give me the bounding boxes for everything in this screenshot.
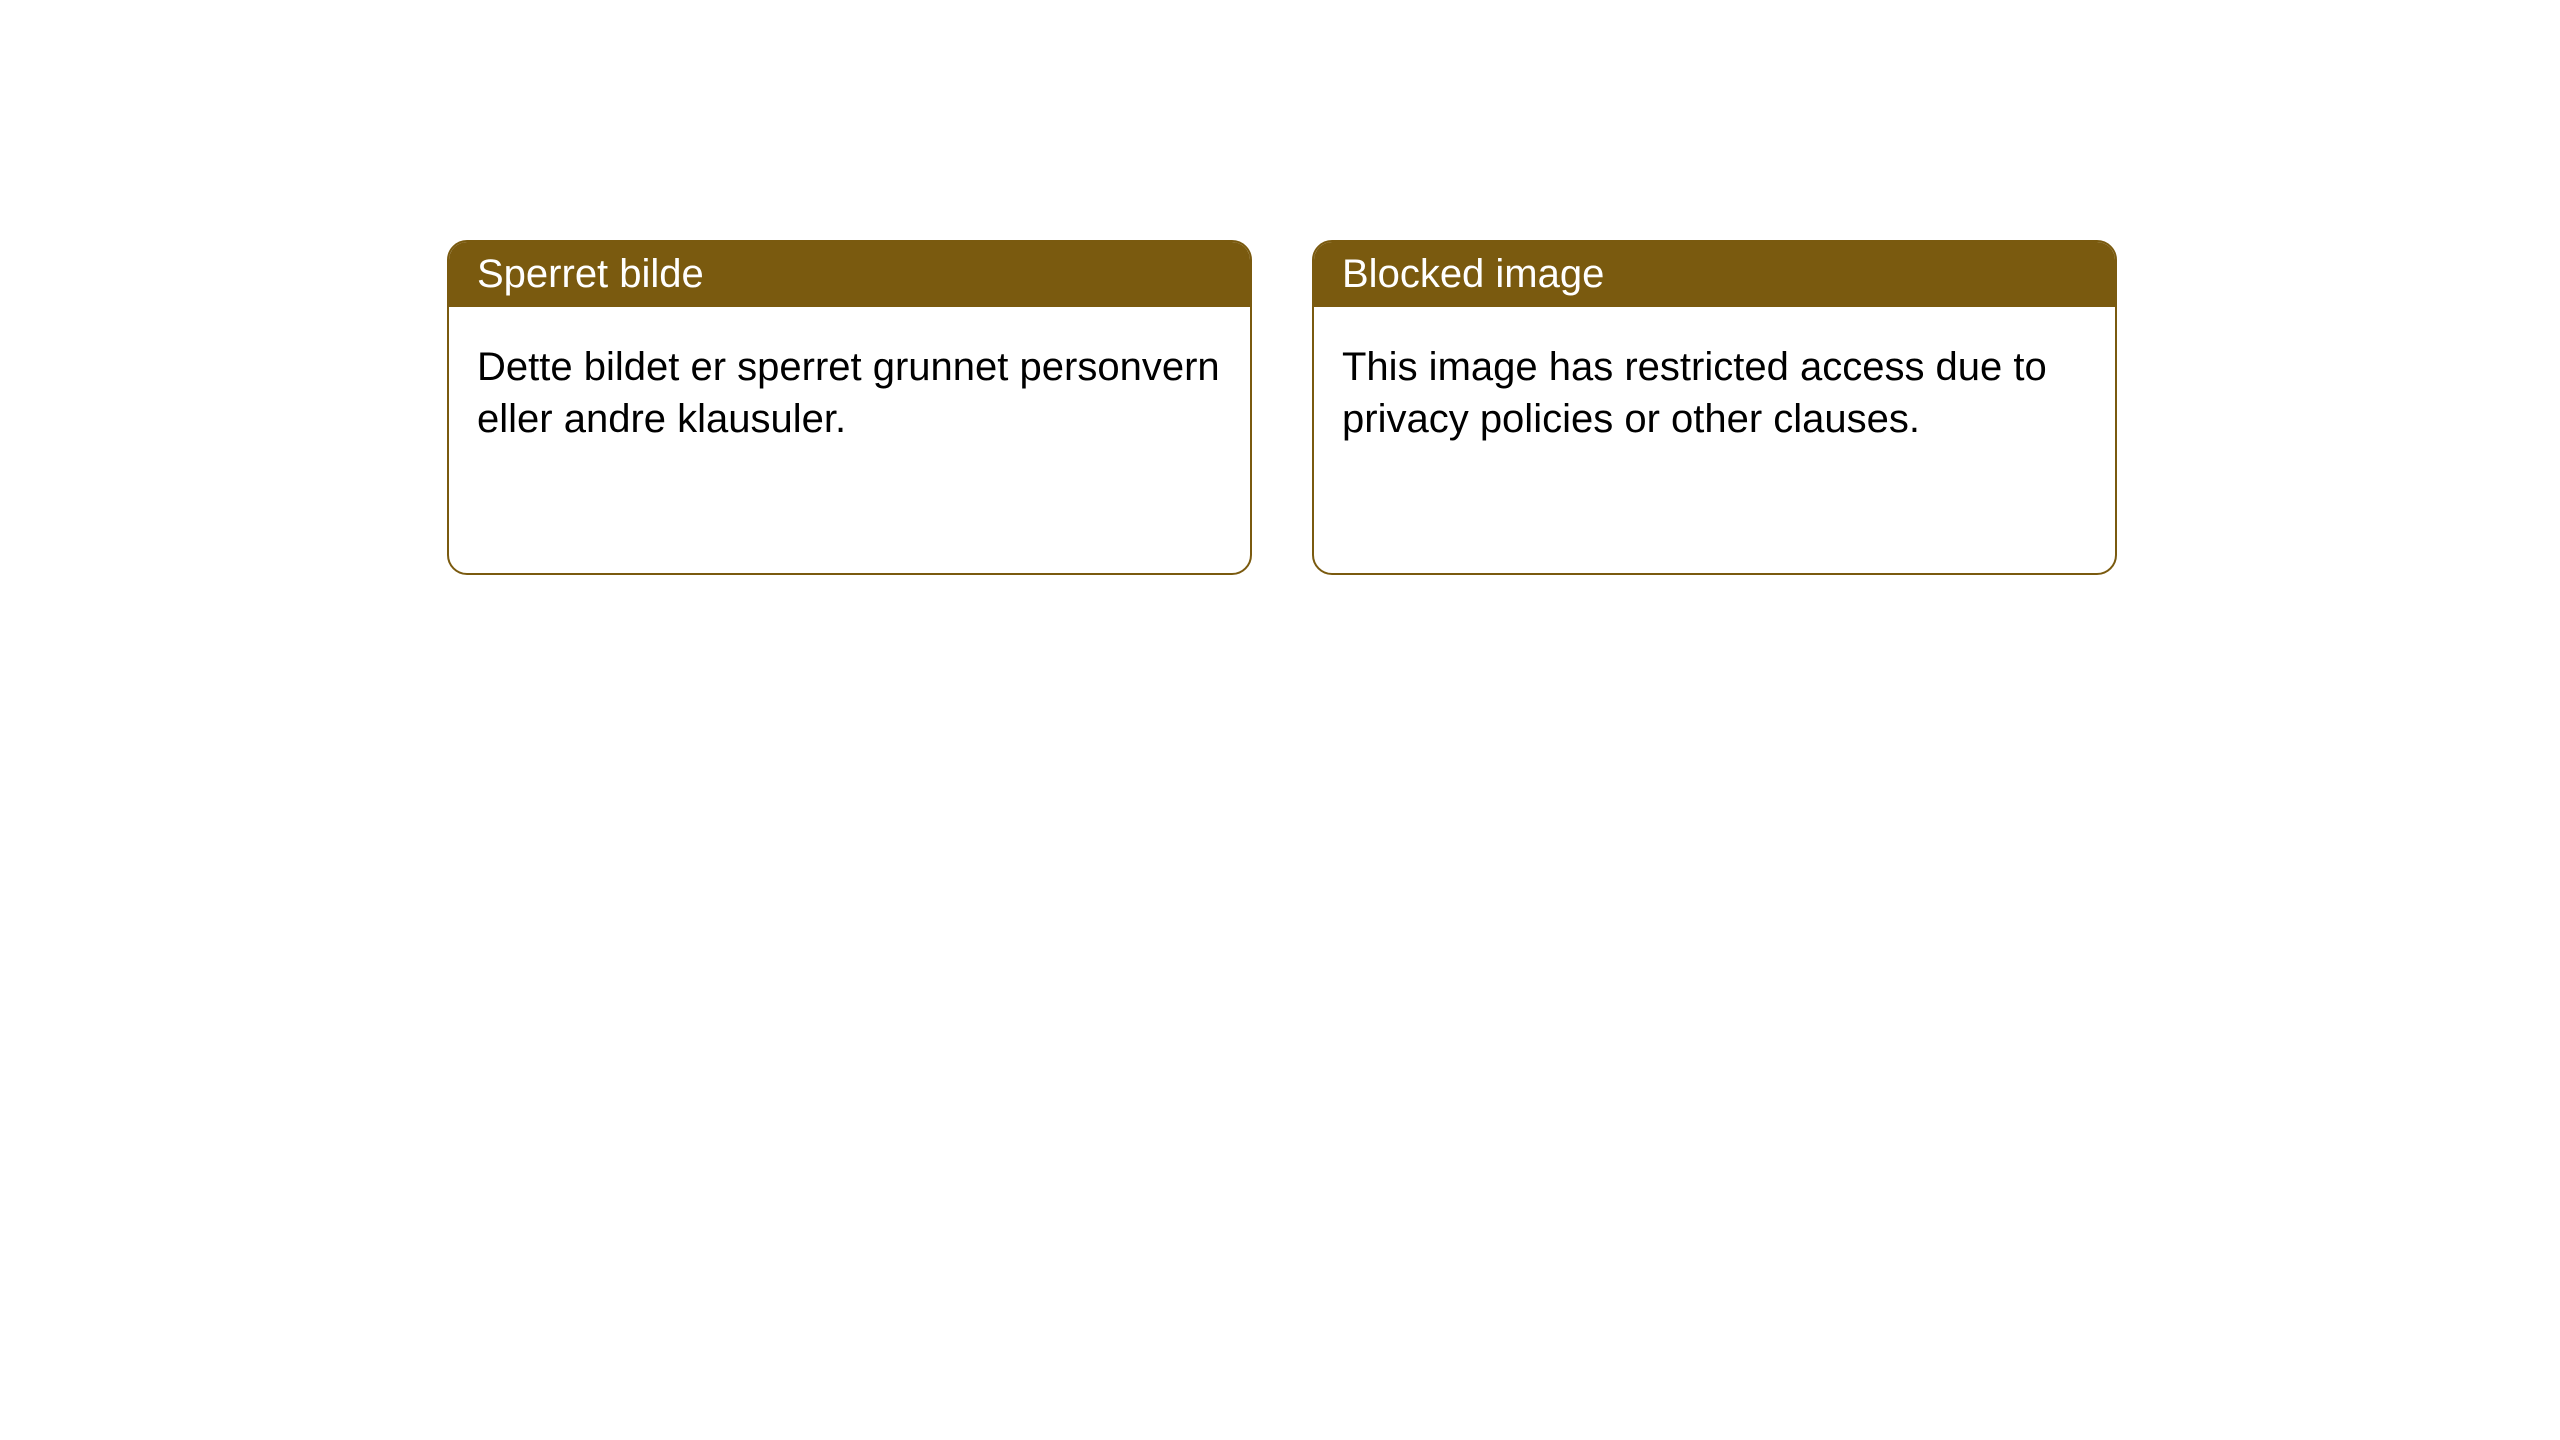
card-header: Sperret bilde	[449, 242, 1250, 307]
card-title: Blocked image	[1342, 252, 1604, 296]
blocked-image-card-english: Blocked image This image has restricted …	[1312, 240, 2117, 575]
card-body: Dette bildet er sperret grunnet personve…	[449, 307, 1250, 479]
card-title: Sperret bilde	[477, 252, 704, 296]
card-body: This image has restricted access due to …	[1314, 307, 2115, 479]
notice-container: Sperret bilde Dette bildet er sperret gr…	[0, 0, 2560, 575]
card-header: Blocked image	[1314, 242, 2115, 307]
card-body-text: This image has restricted access due to …	[1342, 345, 2047, 441]
blocked-image-card-norwegian: Sperret bilde Dette bildet er sperret gr…	[447, 240, 1252, 575]
card-body-text: Dette bildet er sperret grunnet personve…	[477, 345, 1220, 441]
